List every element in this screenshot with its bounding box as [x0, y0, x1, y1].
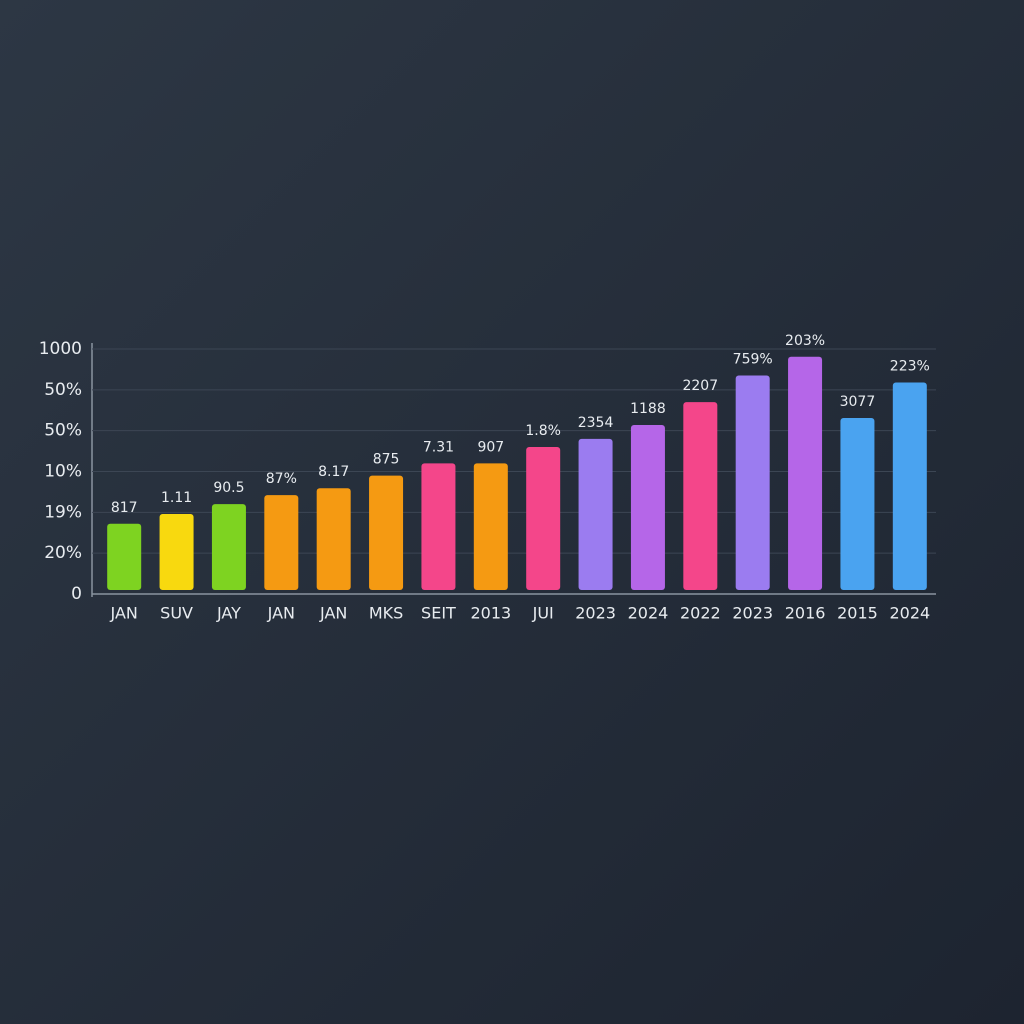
y-tick-label: 1000 — [39, 339, 82, 359]
x-tick-label: JAN — [267, 604, 295, 623]
bar-annotation: 87% — [266, 471, 297, 487]
bar — [788, 356, 823, 590]
bar — [683, 402, 718, 590]
x-tick-label: JUI — [532, 604, 554, 623]
x-tick-label: JAY — [216, 604, 241, 623]
bar — [369, 475, 404, 590]
bar-annotation: 8.17 — [318, 464, 349, 480]
bar — [473, 463, 508, 590]
bar — [526, 447, 561, 590]
bar-annotation: 759% — [733, 352, 773, 368]
bar — [630, 424, 665, 590]
bar — [107, 523, 142, 590]
x-tick-label: 2015 — [837, 604, 878, 623]
x-tick-label: JAN — [110, 604, 138, 623]
bar-annotation: 203% — [785, 333, 825, 349]
y-tick-label: 10% — [44, 462, 82, 482]
y-tick-label: 50% — [44, 380, 82, 400]
x-tick-label: 2024 — [628, 604, 669, 623]
y-tick-label: 19% — [44, 502, 82, 522]
bar-annotation: 7.31 — [423, 439, 454, 455]
x-tick-label: JAN — [319, 604, 347, 623]
x-tick-label: 2024 — [889, 604, 930, 623]
bar — [159, 513, 194, 590]
bar-annotation: 3077 — [840, 394, 876, 410]
bar-annotation: 817 — [111, 500, 138, 516]
bar-annotation: 90.5 — [213, 480, 244, 496]
bar — [892, 382, 927, 590]
bar-annotation: 875 — [373, 452, 400, 468]
bar — [211, 504, 246, 590]
bar-annotation: 1.8% — [525, 423, 561, 439]
x-tick-label: 2023 — [732, 604, 773, 623]
x-tick-label: 2016 — [785, 604, 826, 623]
x-tick-label: SUV — [160, 604, 193, 623]
bar — [735, 375, 770, 590]
bar — [264, 495, 299, 590]
x-tick-label: 2023 — [575, 604, 616, 623]
bar — [840, 418, 875, 590]
y-tick-label: 0 — [71, 584, 82, 604]
x-tick-label: 2022 — [680, 604, 721, 623]
x-tick-label: SEIT — [421, 604, 456, 623]
bar-annotation: 2207 — [682, 378, 718, 394]
y-tick-label: 50% — [44, 421, 82, 441]
bar-annotation: 223% — [890, 358, 930, 374]
x-tick-label: 2013 — [470, 604, 511, 623]
bar-annotation: 1188 — [630, 401, 666, 417]
y-tick-label: 20% — [44, 543, 82, 563]
bar — [316, 488, 351, 590]
bar-annotation: 907 — [477, 439, 504, 455]
bar — [578, 438, 613, 590]
x-tick-label: MKS — [369, 604, 403, 623]
bar — [421, 463, 456, 590]
bar-annotation: 1.11 — [161, 490, 192, 506]
bar-annotation: 2354 — [578, 415, 614, 431]
